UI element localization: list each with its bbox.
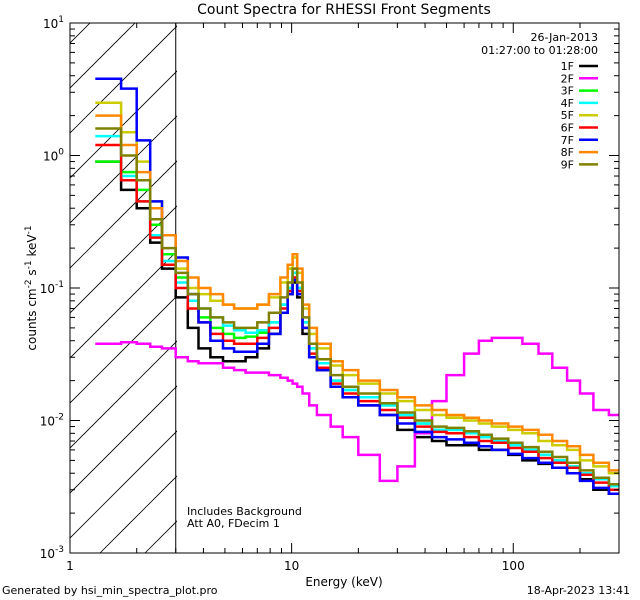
- y-tick-label: 10-2: [40, 413, 64, 429]
- hatch-line: [70, 25, 177, 134]
- y-tick-label: 101: [43, 15, 64, 31]
- hatch-line: [70, 250, 177, 359]
- legend-label-1F: 1F: [561, 60, 574, 73]
- date-label: 26-Jan-2013: [531, 31, 599, 44]
- hatch-line: [70, 295, 177, 404]
- x-axis-label: Energy (keV): [305, 575, 382, 589]
- axis-ticks: [69, 23, 620, 554]
- hatch-line: [70, 430, 177, 539]
- y-axis-label-part2: s: [25, 269, 39, 279]
- y-axis-label-sup1: -2: [24, 279, 34, 288]
- footer-timestamp: 18-Apr-2023 13:41: [527, 584, 630, 597]
- legend-label-4F: 4F: [561, 97, 574, 110]
- x-tick-labels: 1 10 100: [66, 559, 525, 573]
- legend-label-7F: 7F: [561, 134, 574, 147]
- hatch-line: [70, 23, 91, 44]
- legend-label-5F: 5F: [561, 109, 574, 122]
- y-tick-labels: 10-3 10-2 10-1 100 101: [40, 15, 65, 561]
- hatch-line: [70, 385, 177, 494]
- plot-frame: [69, 22, 620, 554]
- y-tick-label: 10-1: [40, 280, 64, 296]
- legend-label-8F: 8F: [561, 146, 574, 159]
- footer-generated-by: Generated by hsi_min_spectra_plot.pro: [2, 584, 218, 597]
- y-axis-label-part1: counts cm: [25, 288, 39, 350]
- annotation-background: Includes Background: [187, 505, 302, 518]
- x-tick-label: 1: [66, 559, 74, 573]
- hatch-line: [70, 70, 177, 179]
- x-tick-label: 10: [284, 559, 299, 573]
- chart-title: Count Spectra for RHESSI Front Segments: [197, 2, 491, 18]
- y-tick-label: 100: [43, 148, 64, 164]
- hatch-line: [70, 115, 177, 224]
- series-line-7F: [95, 77, 619, 496]
- legend-label-9F: 9F: [561, 158, 574, 171]
- legend-label-6F: 6F: [561, 122, 574, 135]
- y-axis-label-sup2: -1: [24, 260, 34, 269]
- series-layer: [95, 77, 619, 496]
- y-axis-label-sup3: -1: [24, 225, 34, 234]
- background-region-hatch: [70, 23, 177, 553]
- series-line-8F: [95, 114, 619, 472]
- y-axis-label: counts cm-2 s-1 keV-1: [24, 225, 39, 350]
- hatch-line: [70, 340, 177, 449]
- series-line-9F: [95, 127, 619, 486]
- annotation-attenuator: Att A0, FDecim 1: [187, 517, 280, 530]
- legend-label-3F: 3F: [561, 85, 574, 98]
- time-range-label: 01:27:00 to 01:28:00: [481, 44, 598, 57]
- hatch-line: [70, 205, 177, 314]
- series-line-5F: [95, 101, 619, 475]
- y-tick-label: 10-3: [40, 545, 64, 561]
- legend-label-2F: 2F: [561, 72, 574, 85]
- x-tick-label: 100: [502, 559, 525, 573]
- hatch-line: [70, 23, 136, 89]
- y-axis-label-part3: keV: [25, 234, 39, 261]
- series-line-2F: [95, 336, 619, 483]
